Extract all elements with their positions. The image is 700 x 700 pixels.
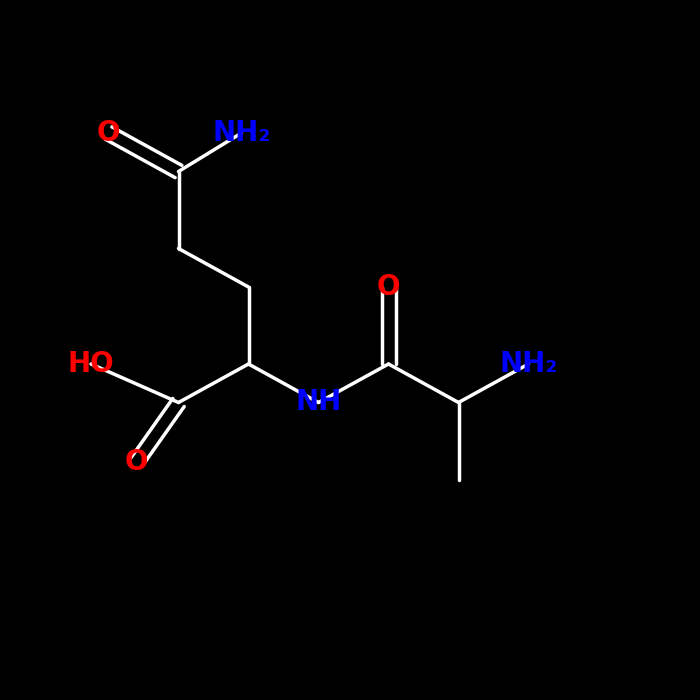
Text: HO: HO	[68, 350, 114, 378]
Text: NH: NH	[295, 389, 342, 416]
Text: O: O	[97, 119, 120, 147]
Text: NH₂: NH₂	[499, 350, 558, 378]
Text: O: O	[377, 273, 400, 301]
Text: NH₂: NH₂	[212, 119, 271, 147]
Text: O: O	[125, 448, 148, 476]
